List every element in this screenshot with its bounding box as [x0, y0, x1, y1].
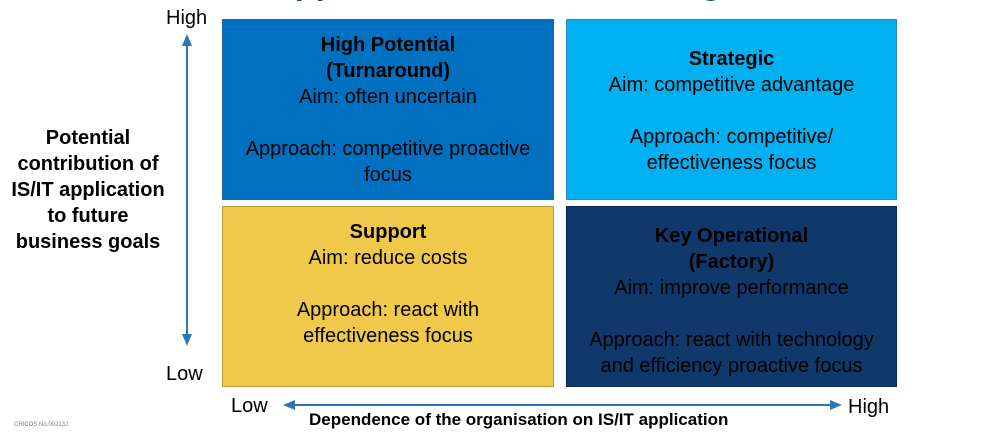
x-axis-label: Dependence of the organisation on IS/IT … [309, 410, 729, 429]
quadrant-title: Strategic [688, 48, 775, 70]
cricos-footer: CRICOS No.00213J [14, 422, 69, 428]
y-axis-label-line: contribution of [17, 153, 159, 175]
quadrant-title: High Potential [320, 34, 456, 56]
quadrant-title: Support [349, 221, 427, 243]
quadrant-title: Key Operational [654, 225, 809, 247]
quadrant-key-operational: Key Operational (Factory) Aim: improve p… [566, 206, 897, 387]
quadrant-support: Support Aim: reduce costs Approach: reac… [222, 206, 554, 387]
x-axis-low-label: Low [231, 395, 268, 417]
y-axis-high-label: High [166, 7, 208, 29]
quadrant-approach-line: Approach: competitive/ [629, 126, 834, 148]
x-axis-high-label: High [848, 396, 890, 418]
quadrant-subtitle: (Factory) [688, 251, 775, 273]
quadrant-approach-line: Approach: react with [296, 299, 480, 321]
quadrant-approach-line: and efficiency proactive focus [600, 355, 863, 377]
y-axis-label: Potential contribution of IS/IT applicat… [0, 125, 176, 255]
quadrant-aim: Aim: often uncertain [299, 86, 477, 108]
y-axis-label-line: to future [47, 205, 129, 227]
quadrant-aim: Aim: reduce costs [308, 247, 468, 269]
quadrant-approach-line: focus [364, 164, 412, 186]
y-axis-low-label: Low [166, 363, 203, 385]
quadrant-subtitle: (Turnaround) [325, 60, 451, 82]
quadrant-approach-line: Approach: react with technology [589, 329, 874, 351]
y-axis-label-line: business goals [15, 231, 161, 253]
slide-title: Application Portfolio Management [270, 0, 822, 3]
quadrant-approach-line: Approach: competitive proactive [245, 138, 531, 160]
slide-title-clipped: Application Portfolio Management [270, 0, 870, 4]
y-axis-label-line: Potential [45, 127, 131, 149]
quadrant-strategic: Strategic Aim: competitive advantage App… [566, 19, 897, 200]
y-axis-label-line: IS/IT application [11, 179, 165, 201]
x-axis-arrow [283, 400, 842, 410]
quadrant-approach-line: effectiveness focus [646, 152, 817, 174]
quadrant-high-potential: High Potential (Turnaround) Aim: often u… [222, 19, 554, 200]
quadrant-aim: Aim: competitive advantage [608, 74, 855, 96]
quadrant-approach-line: effectiveness focus [303, 325, 473, 347]
y-axis-arrow [182, 34, 192, 346]
quadrant-aim: Aim: improve performance [614, 277, 849, 299]
